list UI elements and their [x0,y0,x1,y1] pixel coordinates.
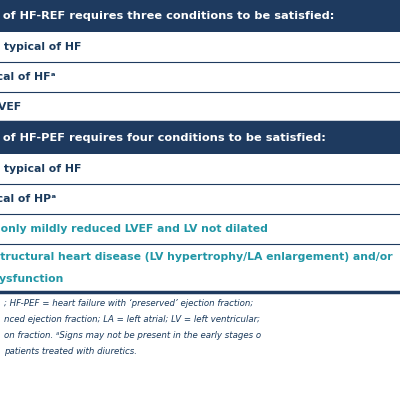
Bar [0,154,400,184]
Bar [0,62,400,92]
Text: diastolic dysfunction: diastolic dysfunction [0,274,63,284]
Text: Symptoms typical of HF: Symptoms typical of HF [0,164,81,174]
Text: nced ejection fraction; LA = left atrial; LV = left ventricular;: nced ejection fraction; LA = left atrial… [4,316,260,324]
Bar [0,92,400,122]
Text: Relevant structural heart disease (LV hypertrophy/LA enlargement) and/or: Relevant structural heart disease (LV hy… [0,252,393,262]
Text: Signs typical of HPᵃ: Signs typical of HPᵃ [0,194,56,204]
Text: Symptoms typical of HF: Symptoms typical of HF [0,42,81,52]
Text: ; HF-PEF = heart failure with ‘preserved’ ejection fraction;: ; HF-PEF = heart failure with ‘preserved… [4,300,253,308]
Bar [0,0,400,32]
Text: Normal or only mildly reduced LVEF and LV not dilated: Normal or only mildly reduced LVEF and L… [0,224,268,234]
Bar [0,122,400,154]
Bar [0,32,400,62]
Text: on fraction. ᵃSigns may not be present in the early stages o: on fraction. ᵃSigns may not be present i… [4,332,261,340]
Text: Reduced LVEF: Reduced LVEF [0,102,21,112]
Text: Diagnosis of HF-REF requires three conditions to be satisfied:: Diagnosis of HF-REF requires three condi… [0,11,334,21]
Text: Signs typical of HFᵃ: Signs typical of HFᵃ [0,72,56,82]
Bar [0,244,400,292]
Text: patients treated with diuretics.: patients treated with diuretics. [4,348,137,356]
Bar [0,184,400,214]
Text: Diagnosis of HF-PEF requires four conditions to be satisfied:: Diagnosis of HF-PEF requires four condit… [0,133,326,143]
Bar [0,214,400,244]
